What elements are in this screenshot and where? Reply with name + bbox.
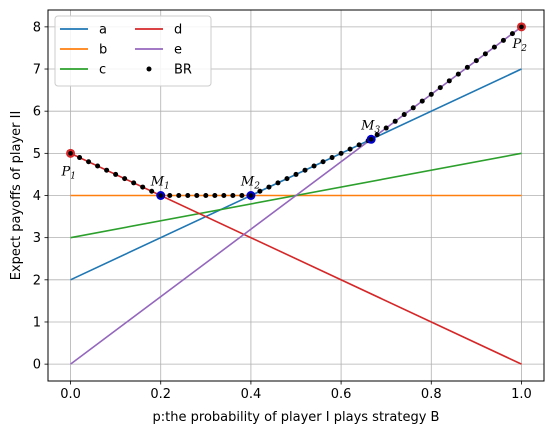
x-tick-label: 0.2 [150, 387, 171, 402]
br-point [221, 193, 227, 198]
br-point [356, 142, 362, 148]
legend-box [54, 15, 212, 87]
x-tick-label: 0.6 [331, 387, 352, 402]
series-line-d [70, 152, 522, 365]
x-tick-label: 1.0 [511, 387, 532, 402]
br-point [122, 176, 128, 182]
br-point [77, 155, 83, 161]
br-point [428, 91, 434, 97]
x-axis-label: p:the probability of player I plays stra… [153, 410, 440, 425]
br-point [104, 167, 110, 173]
br-point [86, 159, 92, 165]
legend-label-d: d [174, 23, 182, 38]
br-point [509, 31, 515, 37]
br-point [257, 188, 263, 194]
y-tick-label: 8 [33, 20, 41, 35]
annotation-subscript: 2 [520, 44, 527, 54]
y-tick-label: 2 [33, 273, 41, 288]
marker-center-m3 [368, 136, 374, 142]
legend-swatch-BR [146, 66, 152, 72]
marker-center-m1 [158, 193, 164, 198]
legend-label-e: e [174, 43, 182, 58]
br-point [239, 193, 245, 198]
br-point [464, 64, 470, 70]
br-point [500, 37, 506, 43]
marker-center-p2 [519, 24, 524, 30]
annotation-markers: P1 M1 M2 M3 P2 [61, 22, 527, 200]
br-point [131, 180, 137, 186]
br-point [347, 146, 353, 152]
br-point [302, 167, 308, 173]
br-point [275, 180, 281, 186]
y-tick-label: 6 [33, 105, 41, 120]
marker-center-p1 [68, 151, 73, 156]
y-tick-label: 3 [33, 231, 41, 246]
x-tick-label: 0.4 [241, 387, 262, 402]
br-point [185, 193, 191, 198]
br-point [410, 105, 416, 111]
legend: abc de BR [54, 15, 212, 87]
br-point [401, 112, 407, 118]
br-point [149, 188, 155, 194]
br-point [482, 51, 488, 57]
br-point [311, 163, 317, 169]
legend-label-b: b [99, 43, 107, 58]
br-point [194, 193, 200, 198]
br-point [140, 184, 146, 190]
annotation-subscript: 1 [164, 182, 170, 192]
annotation-m3: M3 [360, 118, 380, 135]
br-point [113, 171, 119, 177]
y-tick-label: 4 [33, 189, 41, 204]
br-point [455, 71, 461, 77]
br-point [266, 184, 272, 190]
br-point [446, 78, 452, 84]
br-point [203, 193, 209, 198]
annotation-p1: P1 [61, 164, 76, 181]
br-point [491, 44, 497, 50]
annotation-m1: M1 [150, 175, 170, 192]
br-point [212, 193, 218, 198]
legend-label-BR: BR [174, 63, 192, 78]
br-point [293, 171, 299, 177]
y-tick-label: 7 [33, 63, 41, 78]
annotation-subscript: 3 [374, 125, 380, 135]
br-point [437, 85, 443, 91]
br-point [329, 155, 335, 161]
series-line-e [70, 26, 522, 365]
axis-ticks: 0.0 0.2 0.4 0.6 0.8 1.0 0 1 2 3 4 5 6 7 8 [33, 20, 532, 402]
br-point [392, 118, 398, 124]
br-point [230, 193, 236, 198]
br-point [383, 125, 389, 131]
annotation-subscript: 1 [70, 171, 76, 181]
annotation-m2: M2 [240, 175, 260, 192]
annotation-subscript: 2 [253, 182, 260, 192]
x-tick-label: 0.0 [60, 387, 81, 402]
marker-center-m2 [248, 193, 254, 198]
y-tick-label: 0 [33, 358, 41, 373]
y-axis-label: Expect payoffs of player II [9, 111, 24, 281]
y-tick-label: 1 [33, 315, 41, 330]
br-point [374, 132, 380, 138]
legend-label-c: c [99, 63, 106, 78]
br-point [95, 163, 101, 169]
br-point [284, 176, 290, 182]
br-point [473, 58, 479, 64]
br-point [419, 98, 425, 104]
br-point [320, 159, 326, 165]
legend-label-a: a [99, 23, 107, 38]
br-point [167, 193, 173, 198]
x-tick-label: 0.8 [421, 387, 442, 402]
annotation-p2: P2 [511, 37, 527, 54]
br-point [176, 193, 182, 198]
br-point [338, 150, 344, 156]
y-tick-label: 5 [33, 147, 41, 162]
